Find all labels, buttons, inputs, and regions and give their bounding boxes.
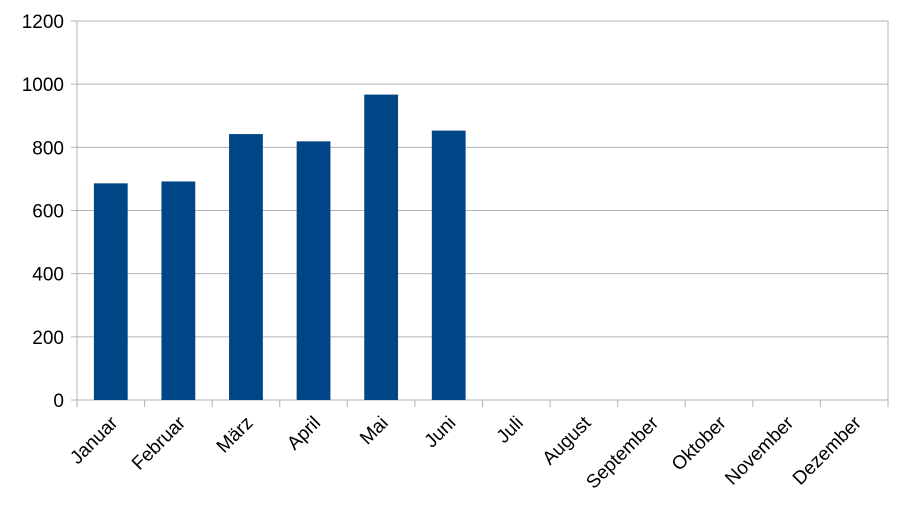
bar-mai: [364, 94, 399, 400]
y-tick-label: 400: [32, 265, 64, 286]
y-tick-label: 1000: [22, 75, 64, 96]
y-tick-label: 600: [32, 202, 64, 223]
y-tick-label: 0: [53, 391, 64, 412]
y-tick-labels: 0 200 400 600 800 1000 1200: [22, 12, 64, 412]
x-tick-label: Oktober: [668, 412, 731, 475]
bar-juni: [431, 130, 466, 400]
x-tick-label: Dezember: [789, 412, 866, 489]
x-tick-label: Juli: [493, 413, 528, 448]
y-tick-label: 800: [32, 138, 64, 159]
y-tick-label: 200: [32, 328, 64, 349]
bar-januar: [93, 183, 128, 400]
bar-februar: [161, 181, 196, 400]
axes: [76, 21, 889, 407]
x-tick-label: September: [582, 412, 663, 493]
x-tick-labels: Januar Februar März April Mai Juni Juli AugustS…: [66, 412, 866, 493]
bar-märz: [229, 134, 263, 400]
bars: [93, 94, 466, 400]
x-tick-label: Januar: [66, 412, 122, 468]
gridlines: [71, 20, 888, 401]
y-tick-label: 1200: [22, 12, 64, 33]
x-tick-label: August: [539, 412, 596, 469]
bar-april: [296, 141, 331, 400]
x-tick-label: Mai: [356, 413, 393, 450]
x-tick-label: April: [283, 413, 325, 455]
x-tick-label: Juni: [421, 413, 460, 452]
x-tick-label: März: [213, 413, 258, 458]
x-tick-label: Februar: [128, 412, 190, 474]
x-tick-label: November: [721, 412, 798, 489]
